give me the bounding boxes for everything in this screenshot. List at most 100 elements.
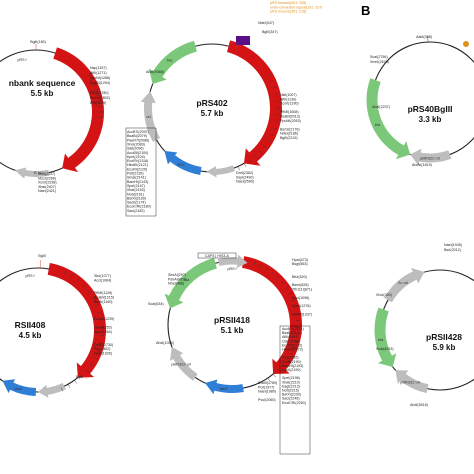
restriction-site-label: AflII(1130) — [280, 97, 296, 101]
site-tick — [80, 375, 84, 379]
restriction-site-label: BsiBI(1160) — [94, 300, 113, 304]
site-tick — [284, 286, 289, 290]
genbank-marker-arrow — [53, 47, 104, 173]
restriction-site-label: SspI(2490) — [236, 175, 254, 179]
plasmid-size: 5.1 kb — [221, 326, 244, 335]
restriction-site-label: XcmI(2298) — [38, 181, 57, 185]
restriction-site-label: DrdI(2137) — [38, 172, 55, 176]
site-tick — [61, 387, 63, 392]
plasmid-name: pRS40BgIII — [408, 104, 453, 114]
restriction-site-label: SexAI(297) — [168, 273, 186, 277]
site-tick — [97, 100, 103, 102]
prs402-ade2-arrow — [227, 40, 282, 166]
restriction-site-label: NheI(488) — [168, 282, 184, 286]
restriction-site-label: PflMI(1608) — [280, 110, 299, 114]
restriction-site-label: EcoICRI(2250) — [282, 401, 306, 405]
plasmid-size: 5.7 kb — [201, 109, 224, 118]
prsii418-bla-arrow — [164, 257, 217, 309]
restriction-site-label: BsgI(563) — [292, 262, 308, 266]
restriction-site-label: StuI(1077) — [94, 274, 111, 278]
restriction-site-label: AccB7I(2097) — [127, 130, 149, 134]
top-site-label: CAP3 | HIS3-A — [205, 254, 230, 258]
restriction-site-label: BstXI(2230) — [282, 393, 301, 397]
site-tick — [99, 319, 104, 321]
bottom-site-tick — [81, 373, 87, 379]
site-tick — [272, 86, 277, 89]
restriction-site-label: SacI(2182) — [127, 209, 145, 213]
restriction-site-label: PciI(1802) — [94, 347, 110, 351]
restriction-site-label: PflMI(1126) — [94, 291, 112, 295]
site-tick — [237, 166, 240, 171]
prs402-bla-arrow — [148, 40, 197, 85]
restriction-site-label: AccI(1064) — [94, 278, 111, 282]
restriction-site-label: BsaBI(1294) — [90, 81, 110, 85]
top-site-label: BglII(347) — [262, 30, 278, 34]
restriction-site-label: HindIII(2121) — [127, 163, 148, 167]
bottom-site-label: BglII — [76, 375, 83, 379]
restriction-site-label: EcoICRI(2180) — [127, 205, 151, 209]
restriction-site-label: PflMI(1780) — [90, 91, 109, 95]
restriction-site-label: AccB7I(2151) — [282, 327, 304, 331]
restriction-site-label: HpaI(1252) — [94, 326, 112, 330]
prsii418-ori-band — [169, 346, 198, 381]
site-tick — [249, 159, 253, 164]
restriction-site-label: PvuI(2060) — [258, 398, 276, 402]
restriction-site-label: AflII(1271) — [90, 71, 107, 75]
prsii418-bla-arrow-label: bla — [184, 277, 190, 282]
restriction-site-label: DraIII(1730) — [94, 343, 113, 347]
plasmid-name: nbank sequence — [9, 78, 76, 88]
restriction-site-label: ScaI(4033) — [376, 347, 394, 351]
top-site-label: BsrI(2012) — [444, 248, 461, 252]
site-tick — [253, 261, 256, 265]
site-tick — [74, 380, 77, 384]
site-tick — [93, 356, 98, 360]
restriction-site-label: XhoI(240) — [376, 293, 392, 297]
site-tick — [271, 271, 275, 275]
site-tick — [76, 278, 80, 282]
site-tick — [267, 73, 272, 77]
site-tick — [289, 352, 294, 356]
prs40bglii-ori-band — [410, 148, 452, 166]
restriction-site-label: SalI(2096) — [127, 147, 144, 151]
restriction-site-label: NaeI(2421) — [38, 189, 56, 193]
restriction-site-label: XbaI(2210) — [282, 380, 300, 384]
prsii428-ori-band-label: pBR322 ori — [400, 379, 420, 384]
restriction-site-label: PaeR7I(2086) — [127, 138, 149, 142]
top-site-label: NaeI(1945) — [444, 243, 462, 247]
site-tick — [89, 363, 94, 367]
plasmid-name: pRSII418 — [214, 315, 250, 325]
prsii428-2u-band — [384, 267, 425, 303]
restriction-site-label: Acc65I(2100) — [127, 151, 148, 155]
restriction-site-label: AccI(1096) — [292, 296, 309, 300]
site-tick — [294, 312, 300, 315]
restriction-site-label: NotI(2161) — [127, 192, 144, 196]
site-tick — [259, 263, 263, 268]
prsii408-ori-band — [38, 383, 66, 398]
restriction-site-label: DraIII(1789) — [258, 381, 277, 385]
prs402-insert-marker — [236, 36, 250, 45]
site-tick — [282, 364, 286, 368]
restriction-site-label: XcmI(1290) — [280, 102, 299, 106]
site-tick — [89, 78, 95, 82]
site-tick — [85, 369, 89, 373]
site-tick — [274, 121, 279, 123]
restriction-site-label: NaeI(2590) — [236, 180, 254, 184]
prs402-mcs-box — [125, 127, 157, 217]
restriction-site-label: PshAI(427) — [168, 277, 186, 281]
prsii408-lacz-band — [2, 379, 36, 396]
site-tick — [293, 306, 298, 308]
restriction-site-label: ScaI(634) — [148, 302, 164, 306]
restriction-site-label: BsaBI(2079) — [127, 134, 147, 138]
plasmid-maps-group: f1 ori BglII(180) pRS f Nsp(1157)AflII(1271… — [0, 21, 474, 455]
prsii428-2u-label: 2u ori — [398, 280, 408, 285]
restriction-site-label: ScaI(2756) — [370, 55, 388, 59]
restriction-site-label: BsaBI(2013) — [280, 115, 300, 119]
site-tick — [267, 139, 272, 143]
restriction-site-label: EcoRI(2172) — [282, 343, 302, 347]
site-tick — [291, 299, 296, 302]
site-tick — [295, 333, 300, 335]
restriction-site-label: SmaI(2190) — [282, 360, 301, 364]
restriction-site-label: BsaBI(2157) — [282, 331, 302, 335]
legend-item: pRS forward(301: 335) — [270, 1, 306, 5]
plasmid-size: 5.9 kb — [433, 343, 456, 352]
